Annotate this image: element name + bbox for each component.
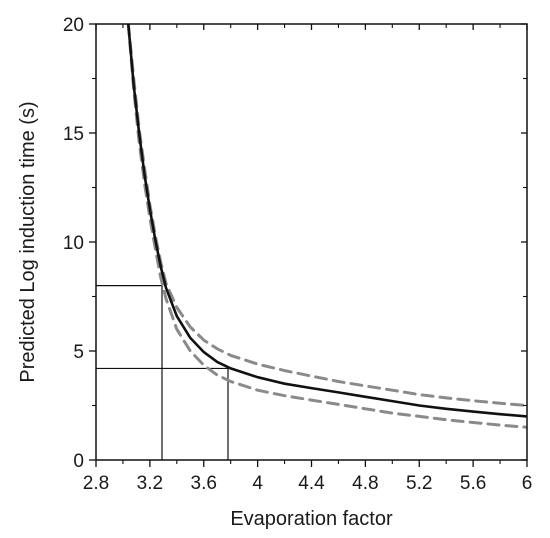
y-tick-label: 5 xyxy=(73,342,84,363)
x-tick-label: 3.6 xyxy=(191,473,217,494)
plot-frame xyxy=(95,23,528,461)
x-tick-label: 3.2 xyxy=(137,473,163,494)
plot-layer xyxy=(96,24,527,460)
x-tick-label: 2.8 xyxy=(83,473,109,494)
axis-tick-labels: 2.8 3.2 3.6 4 4.4 4.8 5.2 5.6 6 0 5 10 15 20 xyxy=(63,15,532,494)
series-lower-confidence-band xyxy=(126,24,527,429)
x-tick-label: 5.2 xyxy=(406,473,432,494)
y-tick-label: 0 xyxy=(73,451,84,472)
x-tick-label: 5.6 xyxy=(460,473,486,494)
y-tick-label: 10 xyxy=(63,233,84,254)
x-tick-label: 4 xyxy=(252,473,263,494)
x-tick-label: 6 xyxy=(522,473,533,494)
y-axis-title: Predicted Log induction time (s) xyxy=(17,101,39,382)
x-axis-title: Evaporation factor xyxy=(230,508,393,530)
y-tick-label: 15 xyxy=(63,124,84,145)
x-tick-label: 4.4 xyxy=(298,473,325,494)
axis-ticks xyxy=(89,23,528,467)
y-tick-label: 20 xyxy=(63,15,84,36)
x-tick-label: 4.8 xyxy=(352,473,378,494)
series-upper-confidence-band xyxy=(126,24,527,407)
series-prediction xyxy=(127,24,527,418)
